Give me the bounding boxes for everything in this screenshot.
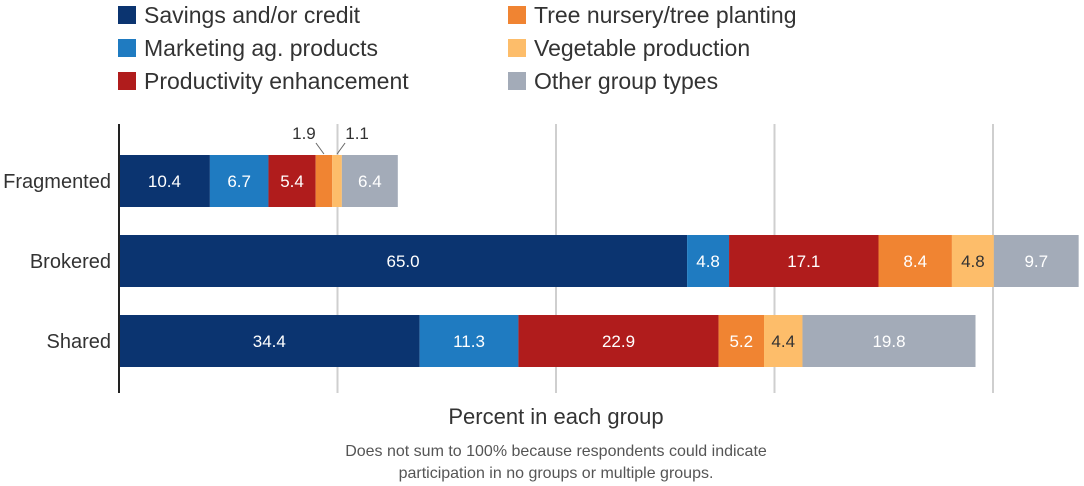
bar-brokered-other-group-types bbox=[993, 235, 1079, 287]
value-label-fragmented-other-group-types: 6.4 bbox=[358, 172, 382, 191]
bar-fragmented-vegetable-production bbox=[332, 155, 342, 207]
category-label-fragmented: Fragmented bbox=[3, 171, 111, 193]
value-label-brokered-productivity-enhancement: 17.1 bbox=[787, 252, 820, 271]
value-label-brokered-savings-and-or-credit: 65.0 bbox=[387, 252, 420, 271]
legend-swatch-other-group-types bbox=[508, 72, 526, 90]
bar-shared-vegetable-production bbox=[764, 315, 803, 367]
x-axis-title: Percent in each group bbox=[448, 404, 663, 429]
legend-label-other-group-types: Other group types bbox=[534, 68, 718, 94]
footnote-line-2: participation in no groups or multiple g… bbox=[399, 465, 714, 482]
legend-swatch-tree-nursery-tree-planting bbox=[508, 6, 526, 24]
legend-label-savings-and-or-credit: Savings and/or credit bbox=[144, 2, 361, 28]
category-label-shared: Shared bbox=[47, 331, 112, 353]
bar-brokered-tree-nursery-tree-planting bbox=[878, 235, 952, 287]
legend-label-productivity-enhancement: Productivity enhancement bbox=[144, 68, 409, 94]
leader-line-fragmented-vegetable-production bbox=[336, 142, 346, 155]
bar-fragmented-marketing-ag-products bbox=[209, 155, 269, 207]
bar-shared-marketing-ag-products bbox=[419, 315, 519, 367]
bar-value-labels: 10.4 6.7 5.4 1.9 1.1 6.4 65.0 4.8 17.1 8.4 4.8 9.7 3… bbox=[148, 124, 1048, 351]
legend-label-vegetable-production: Vegetable production bbox=[534, 35, 750, 61]
bar-shared-productivity-enhancement bbox=[518, 315, 719, 367]
legend-label-marketing-ag-products: Marketing ag. products bbox=[144, 35, 378, 61]
bars bbox=[119, 155, 1079, 367]
bar-brokered-marketing-ag-products bbox=[687, 235, 730, 287]
legend-swatch-marketing-ag-products bbox=[118, 39, 136, 57]
bar-fragmented-tree-nursery-tree-planting bbox=[315, 155, 333, 207]
bar-fragmented-productivity-enhancement bbox=[268, 155, 316, 207]
footnote-line-1: Does not sum to 100% because respondents… bbox=[345, 443, 767, 460]
legend-label-tree-nursery-tree-planting: Tree nursery/tree planting bbox=[534, 2, 797, 28]
leader-line-fragmented-tree-nursery-tree-planting bbox=[315, 142, 325, 155]
value-label-shared-savings-and-or-credit: 34.4 bbox=[253, 332, 286, 351]
value-label-shared-productivity-enhancement: 22.9 bbox=[602, 332, 635, 351]
value-label-fragmented-productivity-enhancement: 5.4 bbox=[280, 172, 304, 191]
bar-brokered-productivity-enhancement bbox=[729, 235, 879, 287]
value-label-brokered-tree-nursery-tree-planting: 8.4 bbox=[903, 252, 927, 271]
value-label-brokered-marketing-ag-products: 4.8 bbox=[696, 252, 720, 271]
value-label-brokered-other-group-types: 9.7 bbox=[1024, 252, 1048, 271]
legend-swatch-vegetable-production bbox=[508, 39, 526, 57]
legend: Savings and/or credit Marketing ag. produ… bbox=[118, 2, 797, 94]
value-label-fragmented-marketing-ag-products: 6.7 bbox=[227, 172, 251, 191]
bar-brokered-vegetable-production bbox=[951, 235, 994, 287]
value-label-brokered-vegetable-production: 4.8 bbox=[961, 252, 985, 271]
value-label-fragmented-tree-nursery-tree-planting: 1.9 bbox=[292, 124, 316, 143]
value-label-fragmented-savings-and-or-credit: 10.4 bbox=[148, 172, 181, 191]
bar-fragmented-savings-and-or-credit bbox=[119, 155, 210, 207]
bar-shared-other-group-types bbox=[802, 315, 976, 367]
value-label-fragmented-vegetable-production: 1.1 bbox=[345, 124, 369, 143]
legend-swatch-savings-and-or-credit bbox=[118, 6, 136, 24]
bar-fragmented-other-group-types bbox=[341, 155, 398, 207]
value-label-shared-marketing-ag-products: 11.3 bbox=[453, 332, 485, 351]
bar-brokered-savings-and-or-credit bbox=[119, 235, 688, 287]
value-label-shared-other-group-types: 19.8 bbox=[872, 332, 905, 351]
category-labels: Fragmented Brokered Shared bbox=[3, 171, 111, 353]
bar-shared-tree-nursery-tree-planting bbox=[718, 315, 765, 367]
value-label-shared-vegetable-production: 4.4 bbox=[771, 332, 795, 351]
legend-swatch-productivity-enhancement bbox=[118, 72, 136, 90]
bar-shared-savings-and-or-credit bbox=[119, 315, 420, 367]
value-label-shared-tree-nursery-tree-planting: 5.2 bbox=[729, 332, 753, 351]
category-label-brokered: Brokered bbox=[30, 251, 111, 273]
